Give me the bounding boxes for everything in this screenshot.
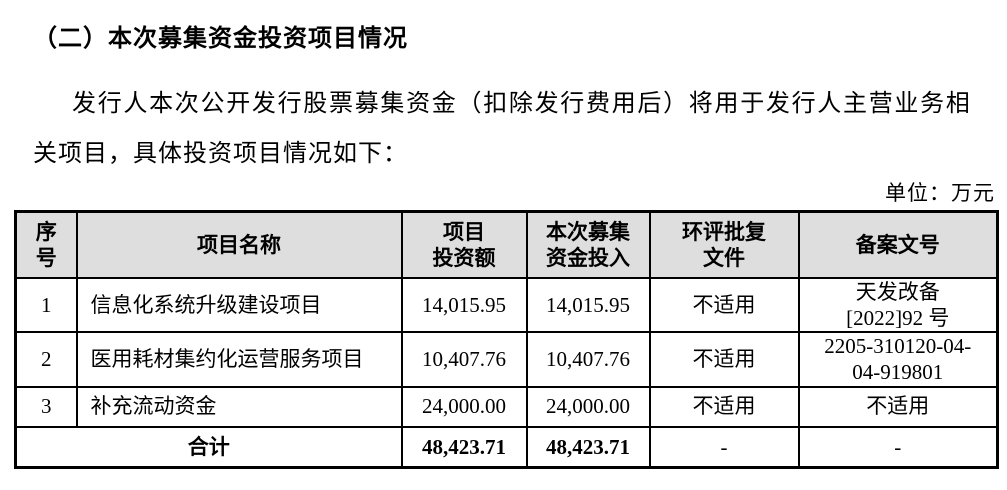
cell-raised-funds: 14,015.95 — [525, 276, 651, 333]
cell-total-investment: 48,423.71 — [400, 425, 528, 469]
cell-project-investment: 24,000.00 — [400, 385, 528, 428]
header-cell-raised-funds: 本次募集 资金投入 — [525, 210, 651, 279]
table-row: 3 补充流动资金 24,000.00 24,000.00 不适用 不适用 — [14, 385, 999, 428]
cell-total-raised: 48,423.71 — [525, 425, 651, 469]
cell-serial-no: 1 — [14, 276, 78, 333]
header-cell-filing-number: 备案文号 — [797, 210, 999, 279]
header-cell-eia-approval: 环评批复 文件 — [648, 210, 800, 279]
cell-project-investment: 14,015.95 — [400, 276, 528, 333]
cell-project-name: 信息化系统升级建设项目 — [75, 276, 403, 333]
cell-raised-funds: 24,000.00 — [525, 385, 651, 428]
section-heading: （二）本次募集资金投资项目情况 — [33, 25, 408, 52]
header-cell-project-name: 项目名称 — [75, 210, 403, 279]
cell-project-investment: 10,407.76 — [400, 331, 528, 388]
cell-project-name: 医用耗材集约化运营服务项目 — [75, 331, 403, 388]
unit-label: 单位：万元 — [885, 181, 995, 205]
cell-eia-approval: 不适用 — [648, 331, 800, 388]
cell-total-eia: - — [648, 425, 800, 469]
header-text: 号 — [35, 245, 57, 270]
header-text: 文件 — [703, 245, 745, 270]
header-text: 本次募集 — [546, 219, 630, 244]
header-text: 备案文号 — [855, 232, 940, 257]
cell-raised-funds: 10,407.76 — [525, 331, 651, 388]
funding-projects-table: 序 号 项目名称 项目 投资额 本次募集 资金投入 环评批复 文件 备案文号 — [14, 210, 999, 469]
header-text: 投资额 — [432, 245, 496, 270]
table-total-row: 合计 48,423.71 48,423.71 - - — [14, 425, 999, 469]
header-cell-serial-no: 序 号 — [14, 210, 78, 279]
cell-total-label: 合计 — [14, 425, 403, 469]
filing-text: 04-919801 — [852, 360, 944, 385]
table-header-row: 序 号 项目名称 项目 投资额 本次募集 资金投入 环评批复 文件 备案文号 — [14, 210, 999, 279]
filing-text: 2205-310120-04- — [824, 334, 972, 358]
header-text: 资金投入 — [546, 245, 630, 270]
intro-paragraph-line1: 发行人本次公开发行股票募集资金（扣除发行费用后）将用于发行人主营业务相 — [72, 91, 972, 117]
header-cell-project-investment: 项目 投资额 — [400, 210, 528, 279]
cell-filing-number: 2205-310120-04- 04-919801 — [797, 331, 999, 388]
filing-text: 天发改备 — [855, 279, 940, 304]
cell-total-filing: - — [797, 425, 999, 469]
cell-filing-number: 不适用 — [797, 385, 999, 428]
header-text: 项目 — [443, 219, 485, 244]
intro-paragraph-line2: 关项目，具体投资项目情况如下： — [33, 141, 408, 167]
cell-eia-approval: 不适用 — [648, 276, 800, 333]
header-text: 环评批复 — [682, 219, 766, 244]
cell-filing-number: 天发改备 [2022]92 号 — [797, 276, 999, 333]
table-row: 1 信息化系统升级建设项目 14,015.95 14,015.95 不适用 天发… — [14, 276, 999, 333]
cell-serial-no: 2 — [14, 331, 78, 388]
cell-serial-no: 3 — [14, 385, 78, 428]
header-text: 序 — [35, 219, 57, 244]
filing-text: [2022]92 号 — [846, 305, 950, 330]
cell-project-name: 补充流动资金 — [75, 385, 403, 428]
cell-eia-approval: 不适用 — [648, 385, 800, 428]
header-text: 项目名称 — [197, 232, 281, 257]
table-row: 2 医用耗材集约化运营服务项目 10,407.76 10,407.76 不适用 … — [14, 331, 999, 388]
filing-text: 不适用 — [866, 394, 930, 419]
